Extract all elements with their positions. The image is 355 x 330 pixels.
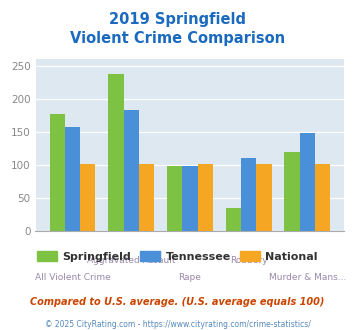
Bar: [241, 158, 256, 231]
Text: Murder & Mans...: Murder & Mans...: [269, 273, 346, 282]
Bar: [226, 208, 241, 231]
Bar: [315, 164, 330, 231]
Bar: [65, 127, 80, 231]
Bar: [256, 164, 272, 231]
Bar: [124, 110, 139, 231]
Text: All Violent Crime: All Violent Crime: [34, 273, 110, 282]
Bar: [284, 152, 300, 231]
Bar: [80, 164, 95, 231]
Bar: [300, 133, 315, 231]
Bar: [182, 166, 198, 231]
Bar: [50, 114, 65, 231]
Text: Rape: Rape: [179, 273, 201, 282]
Bar: [108, 74, 124, 231]
Text: Violent Crime Comparison: Violent Crime Comparison: [70, 31, 285, 46]
Text: 2019 Springfield: 2019 Springfield: [109, 12, 246, 26]
Bar: [198, 164, 213, 231]
Text: © 2025 CityRating.com - https://www.cityrating.com/crime-statistics/: © 2025 CityRating.com - https://www.city…: [45, 320, 310, 329]
Text: Compared to U.S. average. (U.S. average equals 100): Compared to U.S. average. (U.S. average …: [30, 297, 325, 307]
Bar: [139, 164, 154, 231]
Bar: [167, 166, 182, 231]
Legend: Springfield, Tennessee, National: Springfield, Tennessee, National: [33, 247, 322, 267]
Text: Aggravated Assault: Aggravated Assault: [87, 256, 175, 265]
Text: Robbery: Robbery: [230, 256, 267, 265]
